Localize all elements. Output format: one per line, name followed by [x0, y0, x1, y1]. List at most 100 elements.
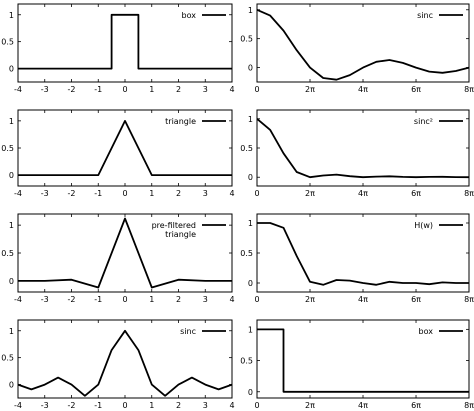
y-tick-label: 1	[248, 219, 253, 228]
x-tick-label: -4	[14, 189, 22, 198]
x-tick-label: 4	[229, 85, 234, 94]
series-line	[18, 13, 232, 70]
legend-label: triangle	[165, 230, 196, 239]
x-tick-label: -1	[94, 401, 102, 410]
y-tick-label: 0	[9, 277, 14, 286]
y-tick-label: 0.5	[1, 249, 14, 258]
subplot-2: 0 2π 4π 6π 8π 0 0.5 1 sinc	[240, 3, 474, 94]
x-tick-label: 3	[203, 189, 208, 198]
x-tick-label: 0	[254, 85, 259, 94]
x-tick-label: -1	[94, 85, 102, 94]
y-tick-label: 0.5	[240, 357, 253, 366]
x-tick-label: 1	[149, 85, 154, 94]
x-tick-label: 8π	[464, 189, 474, 198]
x-tick-label: -2	[68, 295, 76, 304]
x-tick-label: 0	[254, 401, 259, 410]
subplot-8: 0 2π 4π 6π 8π 0 0.5 1 box	[240, 319, 474, 410]
plot-frame	[256, 319, 470, 399]
x-tick-label: 2	[176, 401, 181, 410]
x-tick-label: 2	[176, 85, 181, 94]
y-tick-label: 1	[9, 117, 14, 126]
x-tick-label: 2π	[305, 85, 315, 94]
x-tick-label: 6π	[411, 189, 421, 198]
x-tick-label: 2π	[305, 295, 315, 304]
x-tick-label: 0	[122, 189, 127, 198]
x-tick-label: -4	[14, 85, 22, 94]
y-tick-label: 0.5	[240, 249, 253, 258]
y-tick-label: 0.5	[1, 38, 14, 47]
legend-label: sinc	[417, 11, 433, 20]
legend-label: box	[419, 327, 434, 336]
x-tick-label: -1	[94, 295, 102, 304]
y-tick-label: 0	[248, 64, 253, 73]
x-tick-label: 6π	[411, 85, 421, 94]
plot-frame	[256, 109, 470, 187]
subplot-7: -4 -3 -2 -1 0 1 2 3 4 0 0.5 1 sinc	[1, 319, 235, 410]
x-tick-label: 4π	[358, 295, 368, 304]
series-line	[18, 120, 232, 177]
series-line	[256, 118, 470, 179]
x-tick-label: 1	[149, 295, 154, 304]
y-tick-label: 0	[248, 388, 253, 397]
x-tick-label: 2π	[305, 401, 315, 410]
legend-label: sinc²	[414, 117, 433, 126]
x-tick-label: 4π	[358, 189, 368, 198]
x-tick-label: -4	[14, 295, 22, 304]
y-tick-label: 1	[9, 327, 14, 336]
y-tick-label: 0	[9, 171, 14, 180]
x-tick-label: 3	[203, 85, 208, 94]
x-tick-label: 8π	[464, 401, 474, 410]
x-tick-label: -1	[94, 189, 102, 198]
y-tick-label: 0.5	[1, 354, 14, 363]
legend-label: box	[182, 11, 197, 20]
x-tick-label: 0	[122, 85, 127, 94]
x-tick-label: 8π	[464, 85, 474, 94]
legend-label: sinc	[180, 327, 196, 336]
x-tick-label: -2	[68, 85, 76, 94]
x-tick-label: 4π	[358, 85, 368, 94]
legend-label: triangle	[165, 117, 196, 126]
x-tick-label: -3	[41, 295, 49, 304]
y-tick-label: 1	[9, 221, 14, 230]
y-tick-label: 0.5	[240, 35, 253, 44]
y-tick-label: 1	[248, 6, 253, 15]
x-tick-label: 4	[229, 295, 234, 304]
x-tick-label: 3	[203, 295, 208, 304]
x-tick-label: 0	[122, 401, 127, 410]
subplot-4: 0 2π 4π 6π 8π 0 0.5 1 sinc²	[240, 109, 474, 198]
subplot-6: 0 2π 4π 6π 8π 0 0.5 1 H(w)	[240, 213, 474, 304]
x-tick-label: -2	[68, 189, 76, 198]
y-tick-label: 1	[248, 325, 253, 334]
plot-frame	[256, 3, 470, 83]
x-tick-label: 6π	[411, 295, 421, 304]
legend-label: H(w)	[414, 221, 433, 230]
x-tick-label: -3	[41, 85, 49, 94]
y-tick-label: 0	[9, 65, 14, 74]
x-tick-label: 0	[254, 295, 259, 304]
subplot-3: -4 -3 -2 -1 0 1 2 3 4 0 0.5 1 triangle	[1, 109, 235, 198]
x-tick-label: 2	[176, 295, 181, 304]
y-tick-label: 0	[248, 279, 253, 288]
x-tick-label: -3	[41, 189, 49, 198]
series-line	[18, 217, 232, 289]
x-tick-label: 0	[254, 189, 259, 198]
x-tick-label: 6π	[411, 401, 421, 410]
x-tick-label: -2	[68, 401, 76, 410]
y-tick-label: 1	[248, 115, 253, 124]
legend-label: pre-filtered	[152, 221, 196, 230]
x-tick-label: 1	[149, 401, 154, 410]
series-line	[256, 8, 470, 81]
x-tick-label: 1	[149, 189, 154, 198]
x-tick-label: 3	[203, 401, 208, 410]
plot-frame	[256, 213, 470, 293]
series-line	[17, 329, 233, 397]
subplot-1: -4 -3 -2 -1 0 1 2 3 4 0 0.5 1 box	[1, 3, 235, 94]
y-tick-label: 0	[248, 173, 253, 182]
x-tick-label: 4	[229, 401, 234, 410]
x-tick-label: 2π	[305, 189, 315, 198]
y-tick-label: 1	[9, 11, 14, 20]
x-tick-label: 0	[122, 295, 127, 304]
x-tick-label: 4π	[358, 401, 368, 410]
